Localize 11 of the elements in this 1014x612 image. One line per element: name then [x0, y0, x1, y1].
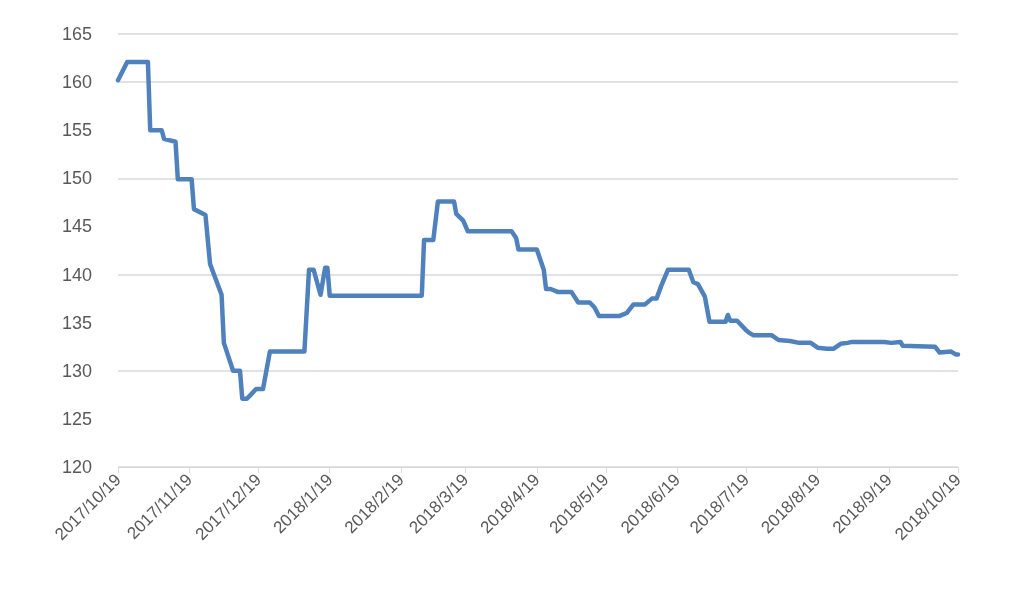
y-tick-label: 140	[61, 264, 92, 285]
y-tick-label: 160	[61, 72, 92, 93]
y-tick-label: 135	[61, 312, 92, 333]
y-tick-label: 125	[61, 408, 92, 429]
line-series	[115, 59, 961, 401]
y-tick-label: 145	[61, 216, 92, 237]
y-tick-label: 130	[61, 360, 92, 381]
y-tick-label: 120	[61, 457, 92, 477]
y-tick-label: 150	[61, 168, 92, 189]
y-tick-label: 165	[61, 24, 92, 44]
y-tick-label: 155	[61, 120, 92, 141]
